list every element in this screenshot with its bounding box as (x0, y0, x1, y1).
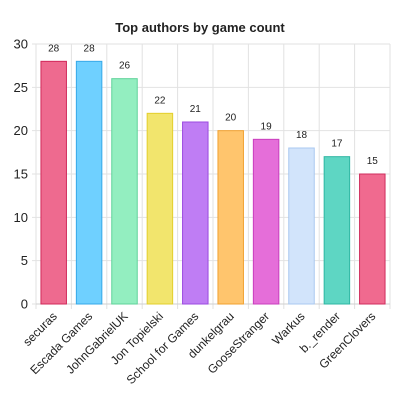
bar[interactable] (323, 156, 351, 305)
bar[interactable] (111, 78, 138, 305)
y-tick-label: 15 (14, 167, 28, 182)
y-tick-label: 5 (21, 253, 28, 268)
y-axis-ticks: 0 5 10 15 20 25 30 (14, 37, 28, 312)
data-label: 19 (261, 121, 273, 132)
data-label: 18 (296, 130, 308, 141)
bar[interactable] (146, 112, 174, 305)
chart-title: Top authors by game count (115, 20, 285, 35)
y-tick-label: 0 (21, 297, 28, 312)
bar[interactable] (40, 60, 67, 305)
bar[interactable] (75, 60, 103, 305)
data-label: 15 (367, 156, 379, 167)
x-tick-label: Escada Games (27, 309, 95, 377)
data-label: 20 (225, 113, 237, 124)
data-labels: 28 28 26 22 21 20 19 18 17 15 (48, 43, 378, 167)
data-label: 17 (331, 139, 343, 150)
data-label: 28 (48, 43, 60, 54)
data-label: 28 (84, 43, 96, 54)
y-tick-label: 25 (14, 80, 28, 95)
data-label: 21 (190, 104, 202, 115)
y-tick-label: 30 (14, 37, 28, 52)
y-tick-label: 20 (14, 123, 28, 138)
bar[interactable] (288, 147, 315, 305)
bar[interactable] (252, 138, 280, 305)
y-tick-label: 10 (14, 210, 28, 225)
x-tick-label: JohnGabrielUK (63, 309, 130, 376)
bar[interactable] (359, 173, 386, 305)
bar[interactable] (182, 121, 209, 305)
data-label: 26 (119, 61, 131, 72)
x-tick-label: GooseStranger (205, 309, 272, 376)
data-label: 22 (154, 95, 166, 106)
bars (40, 60, 386, 305)
bar[interactable] (217, 130, 244, 305)
